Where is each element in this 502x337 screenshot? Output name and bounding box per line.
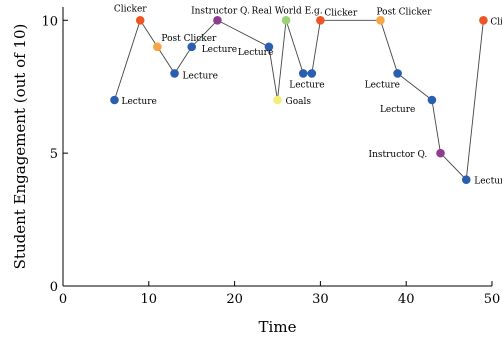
x-tick-label: 40: [398, 292, 415, 307]
data-point: [135, 15, 145, 25]
data-point: [376, 15, 385, 25]
data-label: Lecture: [202, 45, 237, 55]
data-point: [281, 15, 291, 25]
x-axis-title: Time: [259, 318, 297, 336]
x-tick-label: 30: [312, 292, 329, 307]
data-point: [298, 69, 308, 78]
data-label: Lecture: [380, 105, 415, 115]
data-point: [213, 15, 222, 25]
data-point: [307, 69, 317, 78]
data-label: Clicker: [324, 8, 357, 18]
data-label: Instructor Q.: [369, 150, 428, 160]
x-tick-label: 50: [484, 292, 501, 307]
x-tick-label: 20: [226, 292, 243, 307]
data-point: [479, 15, 488, 25]
y-tick-label: 5: [50, 147, 58, 162]
x-tick-label: 10: [141, 292, 158, 307]
data-point: [170, 69, 179, 78]
data-label: Lecture: [289, 80, 324, 90]
y-tick-label: 10: [41, 14, 58, 29]
data-point: [153, 42, 162, 52]
axes: 0 10 20 30 40 50 0 5 10: [41, 7, 500, 307]
data-label: Lecture: [183, 71, 218, 81]
data-label: Post Clicker: [161, 34, 217, 44]
y-tick-label: 0: [50, 280, 58, 295]
data-point: [110, 95, 119, 105]
data-point: [264, 42, 274, 52]
data-label: Lecture: [365, 80, 400, 90]
plot-area: [114, 19, 484, 181]
data-label: Real World E.g.: [252, 6, 323, 16]
data-label: Clicker: [114, 4, 147, 14]
x-tick-label: 0: [59, 292, 67, 307]
data-label: Goals: [286, 97, 312, 107]
data-label: Lecture: [121, 97, 156, 107]
data-label: Instructor Q.: [191, 6, 250, 16]
data-point: [461, 175, 471, 185]
engagement-line: [114, 19, 484, 181]
y-axis-title: Student Engagement (out of 10): [11, 24, 29, 270]
data-label: Lecture: [474, 177, 502, 187]
data-point: [187, 42, 196, 52]
data-point: [393, 69, 402, 78]
data-point: [436, 148, 445, 158]
data-label: Lecture: [238, 48, 273, 58]
data-points: [110, 15, 488, 185]
data-label: Clicker: [490, 17, 502, 27]
data-label: Post Clicker: [376, 7, 432, 17]
data-point: [273, 95, 282, 105]
data-point: [316, 15, 325, 25]
data-point: [427, 95, 437, 105]
